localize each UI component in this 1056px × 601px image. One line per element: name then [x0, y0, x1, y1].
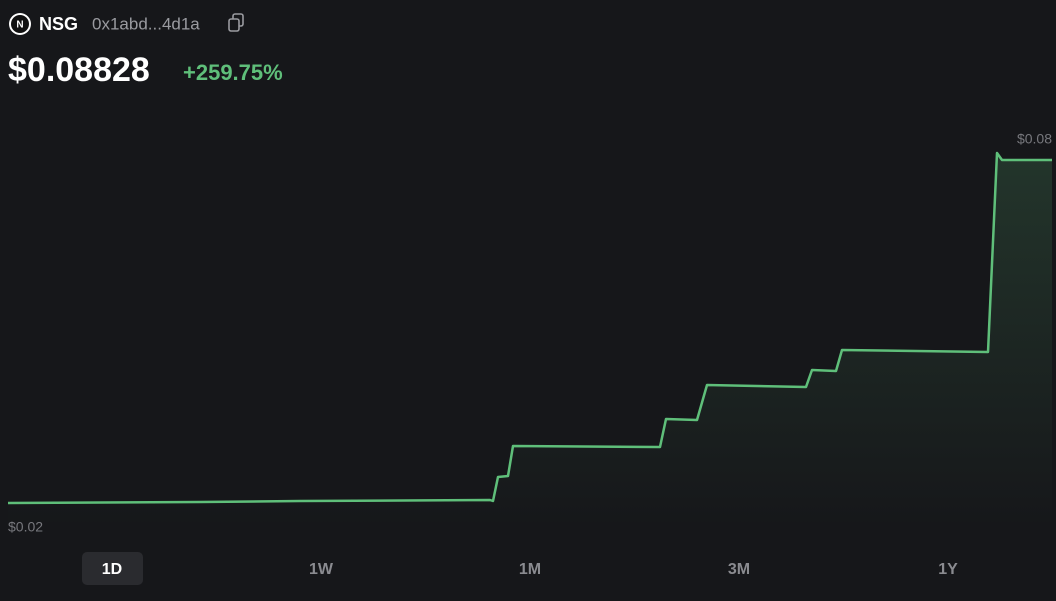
price-change: +259.75% — [183, 60, 283, 85]
token-logo-inner — [11, 15, 29, 33]
range-button[interactable]: 1M — [519, 561, 541, 578]
price: $0.08828 — [8, 51, 150, 89]
range-button[interactable]: 1D — [102, 561, 122, 578]
range-selector: 1D 1W 1M 3M 1Y — [102, 561, 958, 578]
copy-button[interactable] — [228, 13, 244, 32]
range-button[interactable]: 3M — [728, 561, 750, 578]
area — [8, 153, 1052, 527]
token-symbol: NSG — [39, 14, 78, 34]
selected-range-bg — [82, 552, 143, 585]
range-button[interactable]: 1W — [309, 561, 334, 578]
price-line — [7, 151, 1052, 505]
high-label: $0.08 — [1017, 131, 1052, 147]
token-address: 0x1abd...4d1a — [92, 14, 200, 33]
plot — [7, 151, 1052, 527]
token-logo-letter: N — [16, 20, 23, 31]
range-button[interactable]: 1Y — [938, 561, 958, 578]
